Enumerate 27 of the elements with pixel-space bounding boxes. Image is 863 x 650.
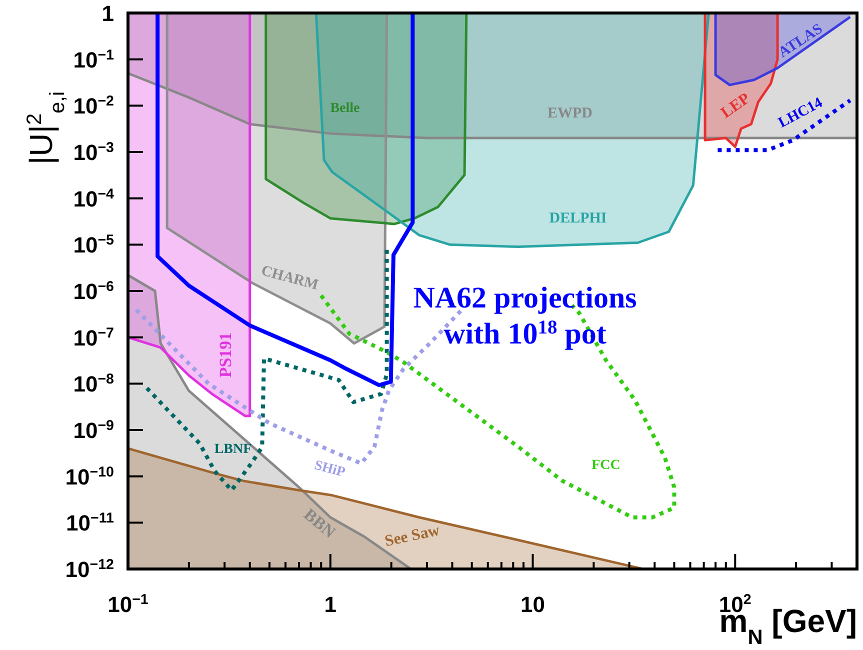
y-tick-label: 10$^{−1}$: [73, 47, 114, 72]
text: SHiP: [312, 458, 348, 481]
y-tick-label: 10$^{−8}$: [73, 372, 114, 397]
y-tick-label: 10$^{−11}$: [66, 510, 114, 536]
text: LEP: [718, 90, 754, 122]
series-label: FCC: [592, 458, 620, 473]
y-tick-label: 10$^{−6}$: [73, 279, 114, 304]
series-label: See Saw: [383, 522, 442, 550]
series-label: LBNF: [214, 442, 252, 457]
y-tick-label: 10$^{−2}$: [73, 94, 114, 119]
y-tick-label: 10$^{−9}$: [73, 418, 114, 443]
x-tick-label: 10$^{−1}$: [108, 592, 148, 617]
series-label: NA62 projections with 10$^{18}$ pot: [413, 282, 637, 350]
y-tick-label: 10$^{−3}$: [73, 140, 114, 165]
series-label: EWPD: [548, 105, 593, 122]
x-tick-label: 1: [324, 592, 337, 617]
y-tick-label: 1: [102, 1, 114, 26]
text: Belle: [330, 100, 360, 116]
y-tick-label: 10$^{−4}$: [73, 186, 114, 212]
y-tick-label: 10$^{−12}$: [65, 557, 114, 582]
x-tick-label: 10: [520, 592, 546, 617]
y-tick-label: 10$^{−10}$: [65, 464, 114, 490]
series-label: DELPHI: [549, 210, 607, 226]
y-tick-label: 10$^{−7}$: [73, 325, 114, 350]
text: CHARM: [259, 262, 320, 294]
text: PS191: [216, 332, 235, 378]
y-tick-label: 10$^{−5}$: [73, 232, 114, 258]
